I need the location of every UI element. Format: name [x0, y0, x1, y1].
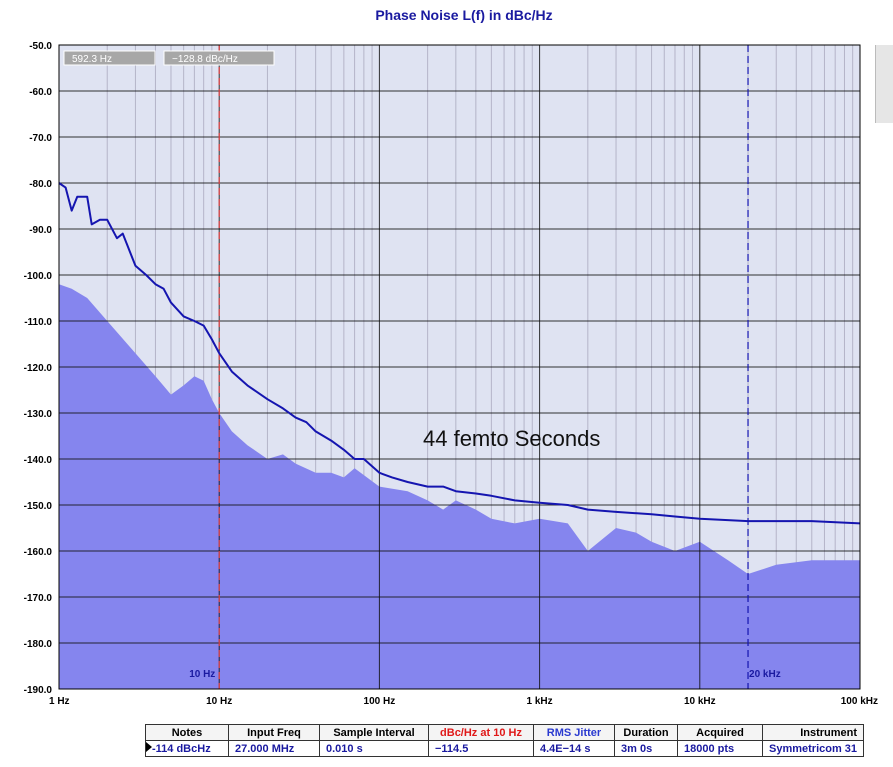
y-tick-label: -170.0: [24, 593, 53, 604]
stats-header-row: Notes Input Freq Sample Interval dBc/Hz …: [145, 724, 865, 741]
x-tick-label: 1 kHz: [527, 696, 553, 707]
y-tick-label: -130.0: [24, 409, 53, 420]
x-tick-label: 100 kHz: [841, 696, 878, 707]
y-tick-label: -180.0: [24, 639, 53, 650]
frequency-markers: 10 Hz 20 kHz: [189, 45, 781, 689]
phase-noise-chart: Phase Noise L(f) in dBc/Hz 10 Hz 20 kHz -…: [24, 7, 878, 707]
header-duration[interactable]: Duration: [614, 724, 678, 741]
marker-label: 20 kHz: [749, 669, 781, 680]
value-notes: -114 dBcHz: [145, 740, 229, 757]
y-tick-label: -100.0: [24, 271, 53, 282]
readout-frequency: 592.3 Hz: [72, 54, 112, 65]
header-sample-interval[interactable]: Sample Interval: [319, 724, 429, 741]
y-tick-label: -80.0: [29, 179, 52, 190]
x-tick-label: 10 kHz: [684, 696, 716, 707]
header-instrument[interactable]: Instrument: [761, 724, 865, 741]
header-rms-jitter[interactable]: RMS Jitter: [533, 724, 615, 741]
y-axis-ticks: -50.0 -60.0 -70.0 -80.0 -90.0 -100.0 -110.0 -12…: [24, 41, 53, 696]
noise-floor-fill: [59, 284, 860, 689]
value-dbc-at-10hz: −114.5: [428, 740, 534, 757]
y-tick-label: -160.0: [24, 547, 53, 558]
x-tick-label: 10 Hz: [206, 696, 232, 707]
value-instrument: Symmetricom 31: [761, 740, 865, 757]
phase-noise-trace: [58, 182, 861, 525]
value-input-freq: 27.000 MHz: [228, 740, 320, 757]
header-dbc-at-10hz[interactable]: dBc/Hz at 10 Hz: [428, 724, 534, 741]
value-sample-interval: 0.010 s: [319, 740, 429, 757]
stats-value-row[interactable]: -114 dBcHz 27.000 MHz 0.010 s −114.5 4.4…: [145, 740, 865, 757]
y-tick-label: -140.0: [24, 455, 53, 466]
plot-border: [58, 44, 861, 690]
readout-box-frequency[interactable]: 592.3 Hz: [63, 50, 156, 66]
jitter-annotation: 44 femto Seconds: [423, 426, 600, 451]
side-panel-edge[interactable]: [875, 45, 893, 123]
header-input-freq[interactable]: Input Freq: [228, 724, 320, 741]
y-tick-label: -90.0: [29, 225, 52, 236]
noise-floor-area: [59, 284, 860, 689]
y-tick-label: -60.0: [29, 87, 52, 98]
stats-table: Notes Input Freq Sample Interval dBc/Hz …: [145, 724, 865, 757]
chart-title: Phase Noise L(f) in dBc/Hz: [375, 7, 552, 23]
x-axis-ticks: 1 Hz 10 Hz 100 Hz 1 kHz 10 kHz 100 kHz: [49, 696, 878, 707]
readout-level: −128.8 dBc/Hz: [172, 54, 238, 65]
readout-box-level[interactable]: −128.8 dBc/Hz: [163, 50, 275, 66]
y-tick-label: -110.0: [24, 317, 52, 328]
marker-label: 10 Hz: [189, 669, 215, 680]
y-tick-label: -120.0: [24, 363, 53, 374]
header-acquired[interactable]: Acquired: [677, 724, 763, 741]
x-tick-label: 1 Hz: [49, 696, 70, 707]
value-rms-jitter: 4.4E−14 s: [533, 740, 615, 757]
y-tick-label: -50.0: [29, 41, 52, 52]
phase-noise-line: [58, 182, 861, 525]
y-tick-label: -190.0: [24, 685, 53, 696]
x-tick-label: 100 Hz: [364, 696, 396, 707]
value-duration: 3m 0s: [614, 740, 678, 757]
y-tick-label: -70.0: [29, 133, 52, 144]
header-notes[interactable]: Notes: [145, 724, 229, 741]
y-tick-label: -150.0: [24, 501, 53, 512]
value-acquired: 18000 pts: [677, 740, 763, 757]
